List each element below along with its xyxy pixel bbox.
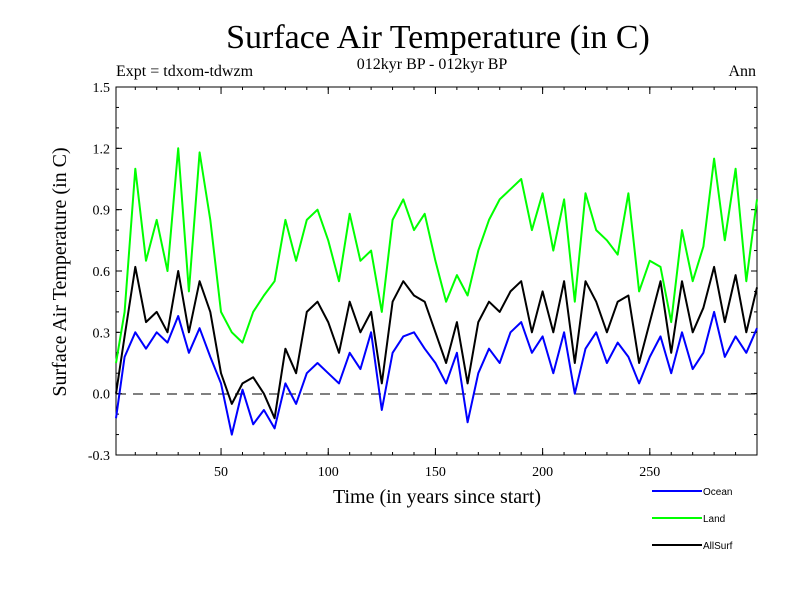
experiment-label: Expt = tdxom-tdwzm (116, 63, 254, 80)
chart-subtitle: 012kyr BP - 012kyr BP (357, 56, 508, 73)
y-axis-ticks: -0.3 0.0 0.3 0.6 0.9 1.2 1.5 (88, 81, 757, 464)
y-tick-label: 1.5 (93, 81, 111, 96)
x-tick-label: 50 (214, 465, 228, 480)
x-axis-label: Time (in years since start) (333, 486, 541, 508)
y-tick-label: 1.2 (93, 142, 111, 157)
legend: Ocean Land AllSurf (652, 487, 733, 552)
y-tick-label: 0.9 (93, 204, 111, 219)
x-tick-label: 100 (318, 465, 339, 480)
period-label: Ann (728, 63, 756, 80)
y-tick-label: -0.3 (88, 449, 110, 464)
legend-label-ocean: Ocean (703, 487, 732, 498)
x-axis-ticks: 50 100 150 200 250 (134, 87, 758, 480)
legend-label-allsurf: AllSurf (703, 541, 733, 552)
y-tick-label: 0.3 (93, 326, 111, 341)
y-tick-label: 0.6 (93, 265, 111, 280)
y-axis-label: Surface Air Temperature (in C) (49, 147, 71, 396)
series-lines (115, 147, 758, 436)
x-tick-label: 250 (639, 465, 660, 480)
series-line-ocean (115, 310, 758, 436)
y-tick-label: 0.0 (93, 388, 111, 403)
chart-title: Surface Air Temperature (in C) (226, 19, 650, 56)
series-line-allsurf (115, 265, 758, 420)
legend-label-land: Land (703, 514, 725, 525)
series-line-land (115, 147, 758, 364)
x-tick-label: 150 (425, 465, 446, 480)
x-tick-label: 200 (532, 465, 553, 480)
